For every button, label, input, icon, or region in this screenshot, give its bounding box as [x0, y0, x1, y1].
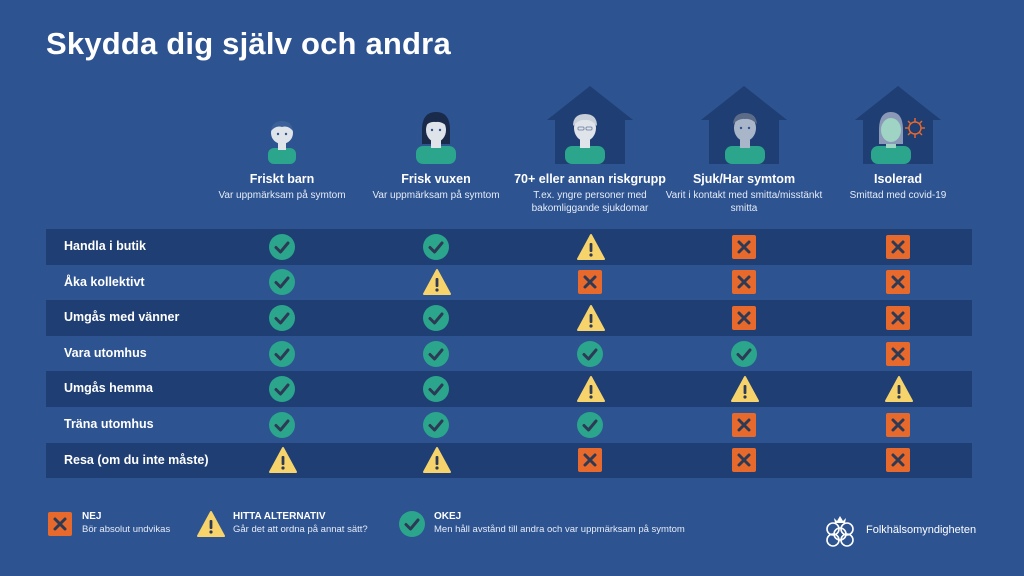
column-header-riskgrupp: 70+ eller annan riskgrupp T.ex. yngre pe…	[505, 84, 675, 215]
table-row: Handla i butik	[46, 229, 972, 265]
cross-icon	[730, 233, 758, 261]
legend-okej: OKEJ Men håll avstånd till andra och var…	[398, 510, 685, 538]
column-header-friskt-barn: Friskt barn Var uppmärksam på symtom	[197, 84, 367, 202]
cross-icon	[730, 411, 758, 439]
legend-nej: NEJ Bör absolut undvikas	[46, 510, 170, 538]
warning-icon	[422, 446, 451, 474]
cross-icon	[884, 446, 912, 474]
warning-icon	[422, 268, 451, 296]
legend-title: NEJ	[82, 511, 102, 522]
column-header-isolerad: Isolerad Smittad med covid-19	[813, 84, 983, 202]
cross-icon	[884, 304, 912, 332]
column-title: 70+ eller annan riskgrupp	[514, 172, 666, 186]
legend-title: OKEJ	[434, 511, 462, 522]
check-icon	[268, 411, 296, 439]
row-label: Umgås med vänner	[64, 310, 180, 325]
row-label: Träna utomhus	[64, 416, 154, 431]
page-title: Skydda dig själv och andra	[46, 26, 451, 61]
row-label: Resa (om du inte måste)	[64, 452, 209, 467]
cross-icon	[884, 233, 912, 261]
check-icon	[399, 511, 425, 537]
crown-logo-icon	[826, 516, 854, 547]
table-row: Åka kollektivt	[46, 265, 972, 301]
column-subtitle: T.ex. yngre personer med bakomliggande s…	[531, 190, 649, 214]
column-title: Friskt barn	[249, 172, 315, 186]
cross-icon	[576, 268, 604, 296]
warning-icon	[576, 304, 605, 332]
cross-icon	[730, 304, 758, 332]
column-title: Isolerad	[874, 172, 922, 186]
row-label: Vara utomhus	[64, 345, 147, 360]
check-icon	[422, 340, 450, 368]
table-row: Umgås med vänner	[46, 300, 972, 336]
row-label: Umgås hemma	[64, 381, 153, 396]
check-icon	[730, 340, 758, 368]
legend-desc: Bör absolut undvikas	[82, 524, 171, 535]
warning-icon	[884, 375, 913, 403]
check-icon	[268, 340, 296, 368]
adult-figure-icon	[351, 84, 521, 164]
check-icon	[576, 340, 604, 368]
cross-icon	[884, 340, 912, 368]
legend-desc: Men håll avstånd till andra och var uppm…	[434, 524, 685, 535]
table-row: Umgås hemma	[46, 371, 972, 407]
legend-title: HITTA ALTERNATIV	[233, 511, 326, 522]
column-subtitle: Varit i kontakt med smitta/misstänkt smi…	[665, 190, 823, 214]
cross-icon	[730, 446, 758, 474]
guidance-table: Handla i butik Åka kollektivt Umgås med vä…	[46, 229, 972, 479]
logo-text: Folkhälsomyndigheten	[866, 524, 977, 536]
column-title: Frisk vuxen	[401, 172, 471, 186]
warning-icon	[576, 233, 605, 261]
row-label: Åka kollektivt	[64, 274, 145, 289]
warning-icon	[576, 375, 605, 403]
virus-icon	[905, 118, 925, 138]
column-subtitle: Smittad med covid-19	[849, 190, 947, 201]
table-row: Träna utomhus	[46, 407, 972, 443]
warning-icon	[730, 375, 759, 403]
legend-desc: Går det att ordna på annat sätt?	[233, 524, 368, 535]
column-header-sjuk: Sjuk/Har symtom Varit i kontakt med smit…	[659, 84, 829, 215]
legend-hitta: HITTA ALTERNATIV Går det att ordna på an…	[197, 510, 368, 538]
house-sick-icon	[659, 84, 829, 164]
column-subtitle: Var uppmärksam på symtom	[218, 190, 346, 201]
warning-icon	[268, 446, 297, 474]
row-label: Handla i butik	[64, 239, 146, 253]
warning-icon	[197, 511, 225, 537]
cross-icon	[884, 268, 912, 296]
check-icon	[268, 233, 296, 261]
column-title: Sjuk/Har symtom	[692, 172, 796, 186]
check-icon	[422, 375, 450, 403]
table-row: Resa (om du inte måste)	[46, 442, 972, 479]
cross-icon	[576, 446, 604, 474]
check-icon	[268, 268, 296, 296]
check-icon	[268, 375, 296, 403]
cross-icon	[730, 268, 758, 296]
logo: Folkhälsomyndigheten	[820, 512, 976, 548]
check-icon	[422, 233, 450, 261]
table-row: Vara utomhus	[46, 336, 972, 372]
cross-icon	[884, 411, 912, 439]
check-icon	[576, 411, 604, 439]
check-icon	[268, 304, 296, 332]
column-header-frisk-vuxen: Frisk vuxen Var uppmärksam på symtom	[351, 84, 521, 202]
child-figure-icon	[197, 84, 367, 164]
check-icon	[422, 411, 450, 439]
house-elderly-icon	[505, 84, 675, 164]
house-isolated-icon	[813, 84, 983, 164]
column-subtitle: Var uppmärksam på symtom	[372, 190, 500, 201]
cross-icon	[48, 512, 72, 536]
check-icon	[422, 304, 450, 332]
